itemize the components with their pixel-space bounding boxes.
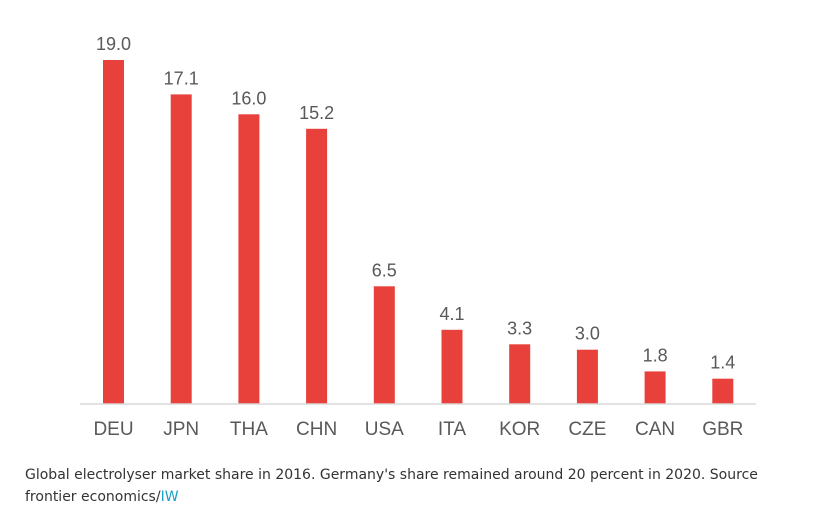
- bar-tha: [238, 114, 260, 405]
- bars-group: [103, 60, 734, 405]
- value-label-jpn: 17.1: [164, 68, 199, 88]
- bar-deu: [103, 60, 124, 404]
- category-label-can: CAN: [635, 419, 675, 440]
- category-label-deu: DEU: [93, 419, 133, 440]
- bar-chn: [306, 128, 328, 405]
- category-label-usa: USA: [365, 419, 404, 440]
- value-label-cze: 3.0: [575, 324, 600, 344]
- bar-chart: 19.0 17.1 16.0 15.2 6.5 4.1 3.3 3.0 1.8 1.4 DEU JP…: [80, 34, 756, 440]
- bar-gbr: [712, 378, 734, 404]
- category-label-gbr: GBR: [702, 419, 743, 440]
- value-label-tha: 16.0: [231, 88, 266, 108]
- value-label-can: 1.8: [643, 345, 668, 365]
- caption-text: Global electrolyser market share in 2016…: [25, 467, 758, 505]
- category-label-tha: THA: [230, 419, 268, 440]
- bar-ita: [441, 329, 463, 404]
- value-label-deu: 19.0: [96, 34, 131, 54]
- bar-kor: [509, 344, 531, 404]
- category-label-chn: CHN: [296, 419, 337, 440]
- value-label-chn: 15.2: [299, 103, 334, 123]
- bar-cze: [576, 349, 598, 404]
- caption-source-link[interactable]: IW: [160, 489, 179, 505]
- category-label-cze: CZE: [568, 419, 606, 440]
- bar-jpn: [170, 94, 192, 405]
- bar-can: [644, 371, 666, 404]
- value-label-usa: 6.5: [372, 260, 397, 280]
- category-label-jpn: JPN: [163, 419, 199, 440]
- value-label-gbr: 1.4: [710, 353, 735, 373]
- category-label-ita: ITA: [438, 419, 466, 440]
- category-labels-group: DEU JPN THA CHN USA ITA KOR CZE CAN GBR: [93, 419, 743, 440]
- value-label-kor: 3.3: [507, 318, 532, 338]
- value-label-ita: 4.1: [439, 304, 464, 324]
- bar-usa: [373, 286, 395, 404]
- figure-caption: Global electrolyser market share in 2016…: [25, 464, 785, 508]
- category-label-kor: KOR: [499, 419, 540, 440]
- value-labels-group: 19.0 17.1 16.0 15.2 6.5 4.1 3.3 3.0 1.8 1.4: [96, 34, 735, 373]
